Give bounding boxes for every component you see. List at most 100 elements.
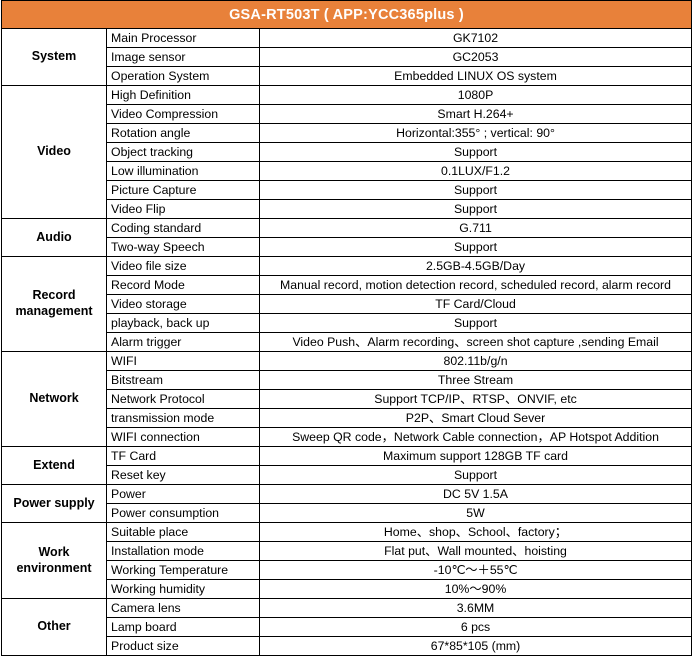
spec-item-value: Support: [258, 180, 692, 200]
table-row: Reset key Support: [2, 465, 692, 485]
spec-item-value: Smart H.264+: [258, 104, 692, 124]
spec-item-label: Two-way Speech: [106, 237, 260, 257]
table-row: Other Camera lens 3.6MM: [1, 598, 692, 656]
table-row: Video Flip Support: [2, 199, 692, 219]
table-row: Extend TF Card Maximum support 128GB TF ca…: [1, 446, 692, 485]
spec-item-label: Product size: [106, 636, 260, 656]
table-row: Video storage TF Card/Cloud: [2, 294, 692, 314]
spec-item-value: Sweep QR code，Network Cable connection，A…: [258, 427, 692, 447]
table-row: Power consumption 5W: [2, 503, 692, 523]
group-label: Network: [1, 351, 107, 447]
spec-item-value: 10%～90%: [258, 579, 692, 599]
spec-item-label: Power consumption: [106, 503, 260, 523]
table-row: Record Mode Manual record, motion detecti…: [2, 275, 692, 295]
table-row: Two-way Speech Support: [2, 237, 692, 257]
group-label: Video: [1, 85, 107, 219]
spec-item-value: Support: [258, 237, 692, 257]
spec-item-label: Video storage: [106, 294, 260, 314]
spec-item-label: Operation System: [106, 66, 260, 86]
group-label: Work environment: [1, 522, 107, 599]
spec-item-label: Installation mode: [106, 541, 260, 561]
spec-item-label: Rotation angle: [106, 123, 260, 143]
spec-item-label: Working humidity: [106, 579, 260, 599]
spec-item-label: Power: [106, 484, 260, 504]
spec-item-label: Alarm trigger: [106, 332, 260, 352]
spec-item-label: Suitable place: [106, 522, 260, 542]
spec-item-label: Image sensor: [106, 47, 260, 67]
spec-item-value: Video Push、Alarm recording、screen shot c…: [258, 332, 692, 352]
spec-item-value: 6 pcs: [258, 617, 692, 637]
spec-item-label: Record Mode: [106, 275, 260, 295]
spec-item-value: Support TCP/IP、RTSP、ONVIF, etc: [258, 389, 692, 409]
spec-item-label: Video file size: [106, 256, 260, 276]
spec-item-value: Support: [258, 142, 692, 162]
spec-item-label: Picture Capture: [106, 180, 260, 200]
group-label: Audio: [1, 218, 107, 257]
table-row: Operation System Embedded LINUX OS system: [2, 66, 692, 86]
spec-item-value: Embedded LINUX OS system: [258, 66, 692, 86]
group-label: Record management: [1, 256, 107, 352]
spec-item-label: Working Temperature: [106, 560, 260, 580]
table-row: Work environment Suitable place Home、shop、…: [1, 522, 692, 599]
spec-item-label: High Definition: [106, 85, 260, 105]
spec-item-label: TF Card: [106, 446, 260, 466]
product-title: GSA-RT503T ( APP:YCC365plus ): [0, 0, 692, 29]
spec-item-label: WIFI: [106, 351, 260, 371]
group-label: System: [1, 28, 107, 86]
table-row: Power supply Power DC 5V 1.5A: [1, 484, 692, 523]
spec-item-value: 2.5GB-4.5GB/Day: [258, 256, 692, 276]
spec-item-label: Main Processor: [106, 28, 260, 48]
spec-item-value: DC 5V 1.5A: [258, 484, 692, 504]
spec-item-value: Three Stream: [258, 370, 692, 390]
spec-item-label: Camera lens: [106, 598, 260, 618]
spec-item-value: 0.1LUX/F1.2: [258, 161, 692, 181]
spec-item-label: Video Compression: [106, 104, 260, 124]
spec-item-label: Video Flip: [106, 199, 260, 219]
table-row: Video High Definition 1080P: [1, 85, 692, 219]
spec-item-label: Bitstream: [106, 370, 260, 390]
table-row: Audio Coding standard G.711: [1, 218, 692, 257]
spec-item-value: P2P、Smart Cloud Sever: [258, 408, 692, 428]
spec-item-value: Support: [258, 199, 692, 219]
spec-item-value: GC2053: [258, 47, 692, 67]
group-label: Other: [1, 598, 107, 656]
table-row: Video Compression Smart H.264+: [2, 104, 692, 124]
spec-item-label: Lamp board: [106, 617, 260, 637]
spec-item-value: Maximum support 128GB TF card: [258, 446, 692, 466]
spec-item-value: TF Card/Cloud: [258, 294, 692, 314]
spec-item-value: 1080P: [258, 85, 692, 105]
spec-item-value: 67*85*105 (mm): [258, 636, 692, 656]
table-row: Object tracking Support: [2, 142, 692, 162]
spec-item-label: playback, back up: [106, 313, 260, 333]
table-row: Alarm trigger Video Push、Alarm recording、…: [2, 332, 692, 352]
table-row: Record management Video file size 2.5GB-4.…: [1, 256, 692, 352]
spec-item-value: Flat put、Wall mounted、hoisting: [258, 541, 692, 561]
spec-item-label: Object tracking: [106, 142, 260, 162]
table-row: WIFI connection Sweep QR code，Network Cab…: [2, 427, 692, 447]
spec-item-label: Reset key: [106, 465, 260, 485]
spec-item-value: -10℃～＋55℃: [258, 560, 692, 580]
spec-item-label: transmission mode: [106, 408, 260, 428]
spec-item-value: G.711: [258, 218, 692, 238]
spec-item-value: Manual record, motion detection record, …: [258, 275, 692, 295]
table-row: Picture Capture Support: [2, 180, 692, 200]
table-title-row: GSA-RT503T ( APP:YCC365plus ): [0, 0, 692, 29]
table-row: Installation mode Flat put、Wall mounted、h…: [2, 541, 692, 561]
spec-item-value: Support: [258, 313, 692, 333]
spec-item-label: Low illumination: [106, 161, 260, 181]
spec-item-value: Home、shop、School、factory；: [258, 522, 692, 542]
table-row: Working humidity 10%～90%: [2, 579, 692, 599]
group-label: Extend: [1, 446, 107, 485]
table-row: Network WIFI 802.11b/g/n: [1, 351, 692, 447]
spec-item-value: 5W: [258, 503, 692, 523]
spec-item-value: 802.11b/g/n: [258, 351, 692, 371]
spec-item-label: WIFI connection: [106, 427, 260, 447]
group-label: Power supply: [1, 484, 107, 523]
spec-item-value: 3.6MM: [258, 598, 692, 618]
spec-item-label: Coding standard: [106, 218, 260, 238]
spec-item-value: Support: [258, 465, 692, 485]
table-row: System Main Processor GK7102: [1, 28, 692, 86]
